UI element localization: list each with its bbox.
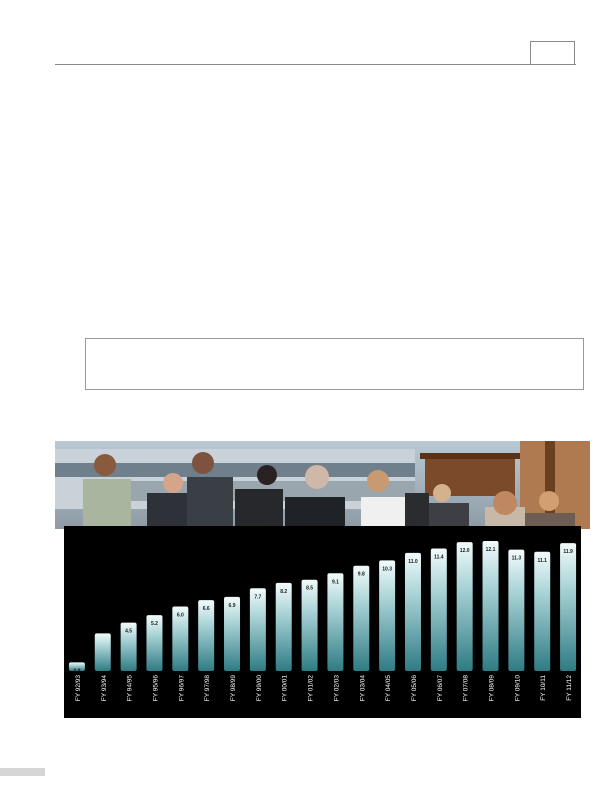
x-tick-label: FY 98/99 xyxy=(230,675,237,702)
x-tick-label: FY 92/93 xyxy=(75,675,82,702)
bar-fy-06-07 xyxy=(430,548,447,671)
data-label: 11.9 xyxy=(563,549,573,555)
data-label: 11.3 xyxy=(512,556,522,562)
data-label: 12.0 xyxy=(460,548,470,554)
bar-fy-94-95 xyxy=(120,622,137,671)
data-label: 8.5 xyxy=(306,586,313,592)
data-label: 10.3 xyxy=(382,566,392,572)
data-label: 4.5 xyxy=(125,629,132,635)
data-label: 11.1 xyxy=(537,558,547,564)
bar-fy-08-09 xyxy=(482,541,499,671)
page-number-box xyxy=(530,41,575,64)
x-tick-label: FY 05/06 xyxy=(411,675,418,702)
x-tick-label: FY 99/00 xyxy=(256,675,263,702)
bar-fy-10-11 xyxy=(534,551,551,671)
x-tick-label: FY 11/12 xyxy=(566,675,573,701)
x-tick-label: FY 94/95 xyxy=(127,675,134,702)
ridership-figure: 0.8 FY 92/93 FY 93/94 4.5 FY 94/95 5.2 FY 95/9… xyxy=(55,441,590,718)
bar-fy-09-10 xyxy=(508,549,525,671)
data-label: 0.8 xyxy=(73,668,80,674)
data-label: 6.9 xyxy=(229,603,236,609)
x-tick-label: FY 04/05 xyxy=(385,675,392,702)
bar-fy-93-94 xyxy=(94,633,111,671)
x-tick-label: FY 97/98 xyxy=(204,675,211,702)
bar-fy-11-12 xyxy=(560,543,577,671)
bar-fy-00-01 xyxy=(275,582,292,671)
x-tick-label: FY 08/09 xyxy=(489,675,496,702)
bar-fy-02-03 xyxy=(327,573,344,671)
commuter-photo xyxy=(55,441,590,529)
x-tick-label: FY 93/94 xyxy=(101,675,108,702)
x-tick-label: FY 00/01 xyxy=(282,675,289,702)
bar-fy-98-99 xyxy=(224,596,241,671)
data-label: 6.0 xyxy=(177,613,184,619)
x-tick-label: FY 10/11 xyxy=(540,675,547,701)
data-label: 9.1 xyxy=(332,579,339,585)
bar-chart: 0.8FY 92/93 FY 93/94 4.5 FY 94/95 5.2 FY 95/9… xyxy=(68,541,577,702)
bar-fy-04-05 xyxy=(379,560,396,671)
data-label: 11.4 xyxy=(434,555,444,561)
chart-panel: 0.8 FY 92/93 FY 93/94 4.5 FY 94/95 5.2 FY 95/9… xyxy=(64,526,581,718)
x-tick-label: FY 96/97 xyxy=(178,675,185,702)
bar-fy-92-93 xyxy=(68,662,85,671)
data-label: 7.7 xyxy=(254,594,261,600)
header-rule xyxy=(55,64,576,65)
data-label: 12.1 xyxy=(486,547,496,553)
bar-fy-01-02 xyxy=(301,579,318,671)
bar-fy-99-00 xyxy=(249,588,266,671)
bar-fy-95-96 xyxy=(146,615,163,671)
x-tick-label: FY 02/03 xyxy=(333,675,340,702)
bar-fy-05-06 xyxy=(404,552,421,671)
data-label: 9.8 xyxy=(358,572,365,578)
x-tick-label: FY 07/08 xyxy=(463,675,470,702)
x-tick-label: FY 06/07 xyxy=(437,675,444,702)
bar-fy-03-04 xyxy=(353,565,370,671)
x-tick-label: FY 01/02 xyxy=(308,675,315,702)
data-label: 11.0 xyxy=(408,559,418,565)
data-label: 8.2 xyxy=(280,589,287,595)
x-tick-label: FY 09/10 xyxy=(514,675,521,702)
x-tick-label: FY 03/04 xyxy=(359,675,366,702)
callout-box xyxy=(85,338,584,390)
bar-fy-07-08 xyxy=(456,542,473,671)
data-label: 5.2 xyxy=(151,621,158,627)
bar-fy-97-98 xyxy=(198,600,215,671)
bar-fy-96-97 xyxy=(172,606,189,671)
footer-tab xyxy=(0,768,45,776)
data-label: 6.6 xyxy=(203,606,210,612)
x-tick-label: FY 95/96 xyxy=(152,675,159,702)
